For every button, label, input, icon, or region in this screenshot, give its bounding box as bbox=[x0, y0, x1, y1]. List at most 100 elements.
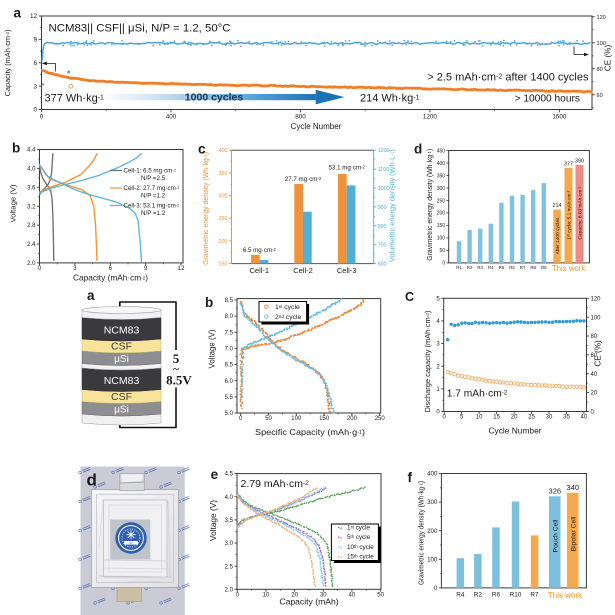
svg-text:4.0: 4.0 bbox=[225, 495, 234, 501]
svg-text:R4: R4 bbox=[488, 265, 494, 270]
svg-text:15: 15 bbox=[493, 415, 500, 421]
svg-text:0: 0 bbox=[436, 410, 440, 416]
svg-text:Discharge capacity (mAh·cm-2): Discharge capacity (mAh·cm-2) bbox=[424, 311, 432, 413]
svg-text:▪▪▪: ▪▪▪ bbox=[129, 541, 132, 545]
svg-text:3: 3 bbox=[436, 342, 440, 348]
svg-text:150: 150 bbox=[319, 416, 330, 422]
svg-text:300: 300 bbox=[427, 499, 438, 506]
svg-text:200: 200 bbox=[347, 416, 358, 422]
svg-text:d: d bbox=[87, 471, 97, 490]
svg-text:0: 0 bbox=[239, 416, 243, 422]
svg-text:10th cycle: 10th cycle bbox=[347, 544, 374, 551]
svg-text:Cell-3: Cell-3 bbox=[337, 266, 357, 275]
svg-text:50: 50 bbox=[377, 592, 384, 598]
svg-text:This work: This work bbox=[552, 264, 585, 273]
svg-text:30: 30 bbox=[320, 592, 327, 598]
svg-text:1000: 1000 bbox=[378, 186, 390, 192]
svg-text:7.5: 7.5 bbox=[225, 330, 234, 336]
svg-text:10: 10 bbox=[476, 415, 483, 421]
svg-text:80: 80 bbox=[597, 67, 603, 73]
svg-text:f: f bbox=[408, 470, 413, 485]
svg-text:R6: R6 bbox=[492, 592, 501, 599]
svg-text:300: 300 bbox=[219, 194, 228, 200]
svg-text:a: a bbox=[14, 6, 22, 21]
svg-text:c: c bbox=[198, 142, 206, 157]
svg-text:After 1400 cycles: After 1400 cycles bbox=[555, 217, 561, 254]
svg-text:100: 100 bbox=[597, 41, 606, 47]
svg-text:0: 0 bbox=[33, 107, 37, 114]
svg-text:6.5 mg·cm-2: 6.5 mg·cm-2 bbox=[243, 247, 277, 254]
svg-text:20: 20 bbox=[591, 391, 598, 397]
svg-text:μSi: μSi bbox=[114, 354, 129, 365]
svg-text:15th cycle: 15th cycle bbox=[347, 553, 374, 560]
svg-text:R2: R2 bbox=[467, 265, 473, 270]
svg-text:8.0: 8.0 bbox=[225, 314, 234, 320]
svg-text:1200: 1200 bbox=[423, 114, 438, 121]
svg-text:40: 40 bbox=[581, 415, 588, 421]
svg-text:40: 40 bbox=[591, 372, 598, 378]
svg-text:100: 100 bbox=[291, 416, 302, 422]
svg-text:~: ~ bbox=[173, 364, 179, 376]
svg-text:R3: R3 bbox=[477, 265, 483, 270]
svg-text:3.0: 3.0 bbox=[225, 541, 234, 547]
svg-text:150: 150 bbox=[437, 223, 446, 229]
svg-text:Specific Capacity (mAh·g-1): Specific Capacity (mAh·g -1) bbox=[255, 427, 365, 437]
svg-text:N/P =1.2: N/P =1.2 bbox=[141, 193, 166, 200]
svg-text:3.2: 3.2 bbox=[27, 204, 36, 210]
svg-text:20: 20 bbox=[511, 415, 518, 421]
svg-text:R9: R9 bbox=[541, 265, 547, 270]
svg-text:2.8: 2.8 bbox=[27, 223, 36, 229]
svg-text:1st cycle: 5.1 mAh·cm-2: 1st cycle: 5.1 mAh·cm-2 bbox=[567, 190, 573, 239]
svg-text:390: 390 bbox=[575, 159, 584, 165]
svg-text:C: C bbox=[405, 290, 414, 304]
svg-text:80: 80 bbox=[591, 334, 598, 340]
svg-text:Volumetric energy density (Wh·: Volumetric energy density (Wh·L-1) bbox=[389, 149, 397, 262]
svg-text:> 2.5 mAh·cm-2 after 1400 cycl: > 2.5 mAh·cm-2 after 1400 cycles bbox=[427, 72, 589, 84]
svg-text:R7: R7 bbox=[530, 592, 539, 599]
svg-text:R8: R8 bbox=[530, 265, 536, 270]
svg-text:R6: R6 bbox=[509, 265, 515, 270]
svg-text:3.6: 3.6 bbox=[27, 185, 36, 191]
svg-text:7.0: 7.0 bbox=[225, 347, 234, 353]
svg-text:214: 214 bbox=[553, 203, 562, 209]
svg-text:400: 400 bbox=[437, 161, 446, 167]
svg-text:400: 400 bbox=[219, 148, 228, 154]
svg-text:5.0: 5.0 bbox=[225, 411, 234, 417]
svg-text:Pouch Cell: Pouch Cell bbox=[552, 519, 559, 552]
svg-text:800: 800 bbox=[378, 224, 387, 230]
svg-text:120: 120 bbox=[597, 15, 606, 21]
svg-text:R1: R1 bbox=[456, 265, 462, 270]
svg-text:4.5: 4.5 bbox=[225, 472, 234, 478]
svg-text:100: 100 bbox=[427, 556, 438, 563]
svg-text:2.4: 2.4 bbox=[27, 242, 36, 248]
svg-text:Gravimetric energy density (Wh: Gravimetric energy density (Wh·kg-1) bbox=[418, 481, 426, 585]
svg-text:Gravimetric energy density (Wh: Gravimetric energy density (Wh·kg-1) bbox=[203, 152, 211, 265]
svg-text:250: 250 bbox=[375, 416, 386, 422]
svg-text:3: 3 bbox=[33, 83, 37, 90]
svg-text:Bipolar Cell: Bipolar Cell bbox=[570, 516, 577, 551]
svg-text:R7: R7 bbox=[520, 265, 526, 270]
svg-text:400: 400 bbox=[427, 471, 438, 478]
svg-text:8.5: 8.5 bbox=[225, 298, 234, 304]
svg-text:12: 12 bbox=[178, 266, 185, 272]
svg-text:Voltage (V): Voltage (V) bbox=[9, 184, 18, 223]
svg-text:5: 5 bbox=[173, 351, 180, 366]
svg-text:0: 0 bbox=[38, 266, 42, 272]
svg-text:5th cycle: 5th cycle bbox=[347, 534, 371, 541]
svg-text:1200: 1200 bbox=[378, 148, 390, 154]
svg-text:214 Wh·kg-1: 214 Wh·kg-1 bbox=[360, 92, 420, 104]
svg-text:This work: This work bbox=[548, 591, 583, 600]
svg-text:0: 0 bbox=[591, 410, 595, 416]
svg-text:300: 300 bbox=[437, 186, 446, 192]
svg-text:200: 200 bbox=[219, 239, 228, 245]
svg-text:250: 250 bbox=[219, 216, 228, 222]
svg-text:30: 30 bbox=[546, 415, 553, 421]
svg-text:Cell-1: 6.5 mg·cm-2: Cell-1: 6.5 mg·cm-2 bbox=[124, 168, 177, 175]
svg-text:1: 1 bbox=[436, 387, 440, 393]
svg-text:1.7 mAh·cm-2: 1.7 mAh·cm-2 bbox=[447, 389, 508, 400]
svg-text:3: 3 bbox=[73, 266, 77, 272]
svg-text:6: 6 bbox=[109, 266, 113, 272]
svg-text:350: 350 bbox=[437, 173, 446, 179]
svg-text:326: 326 bbox=[549, 486, 562, 495]
svg-text:350: 350 bbox=[219, 171, 228, 177]
